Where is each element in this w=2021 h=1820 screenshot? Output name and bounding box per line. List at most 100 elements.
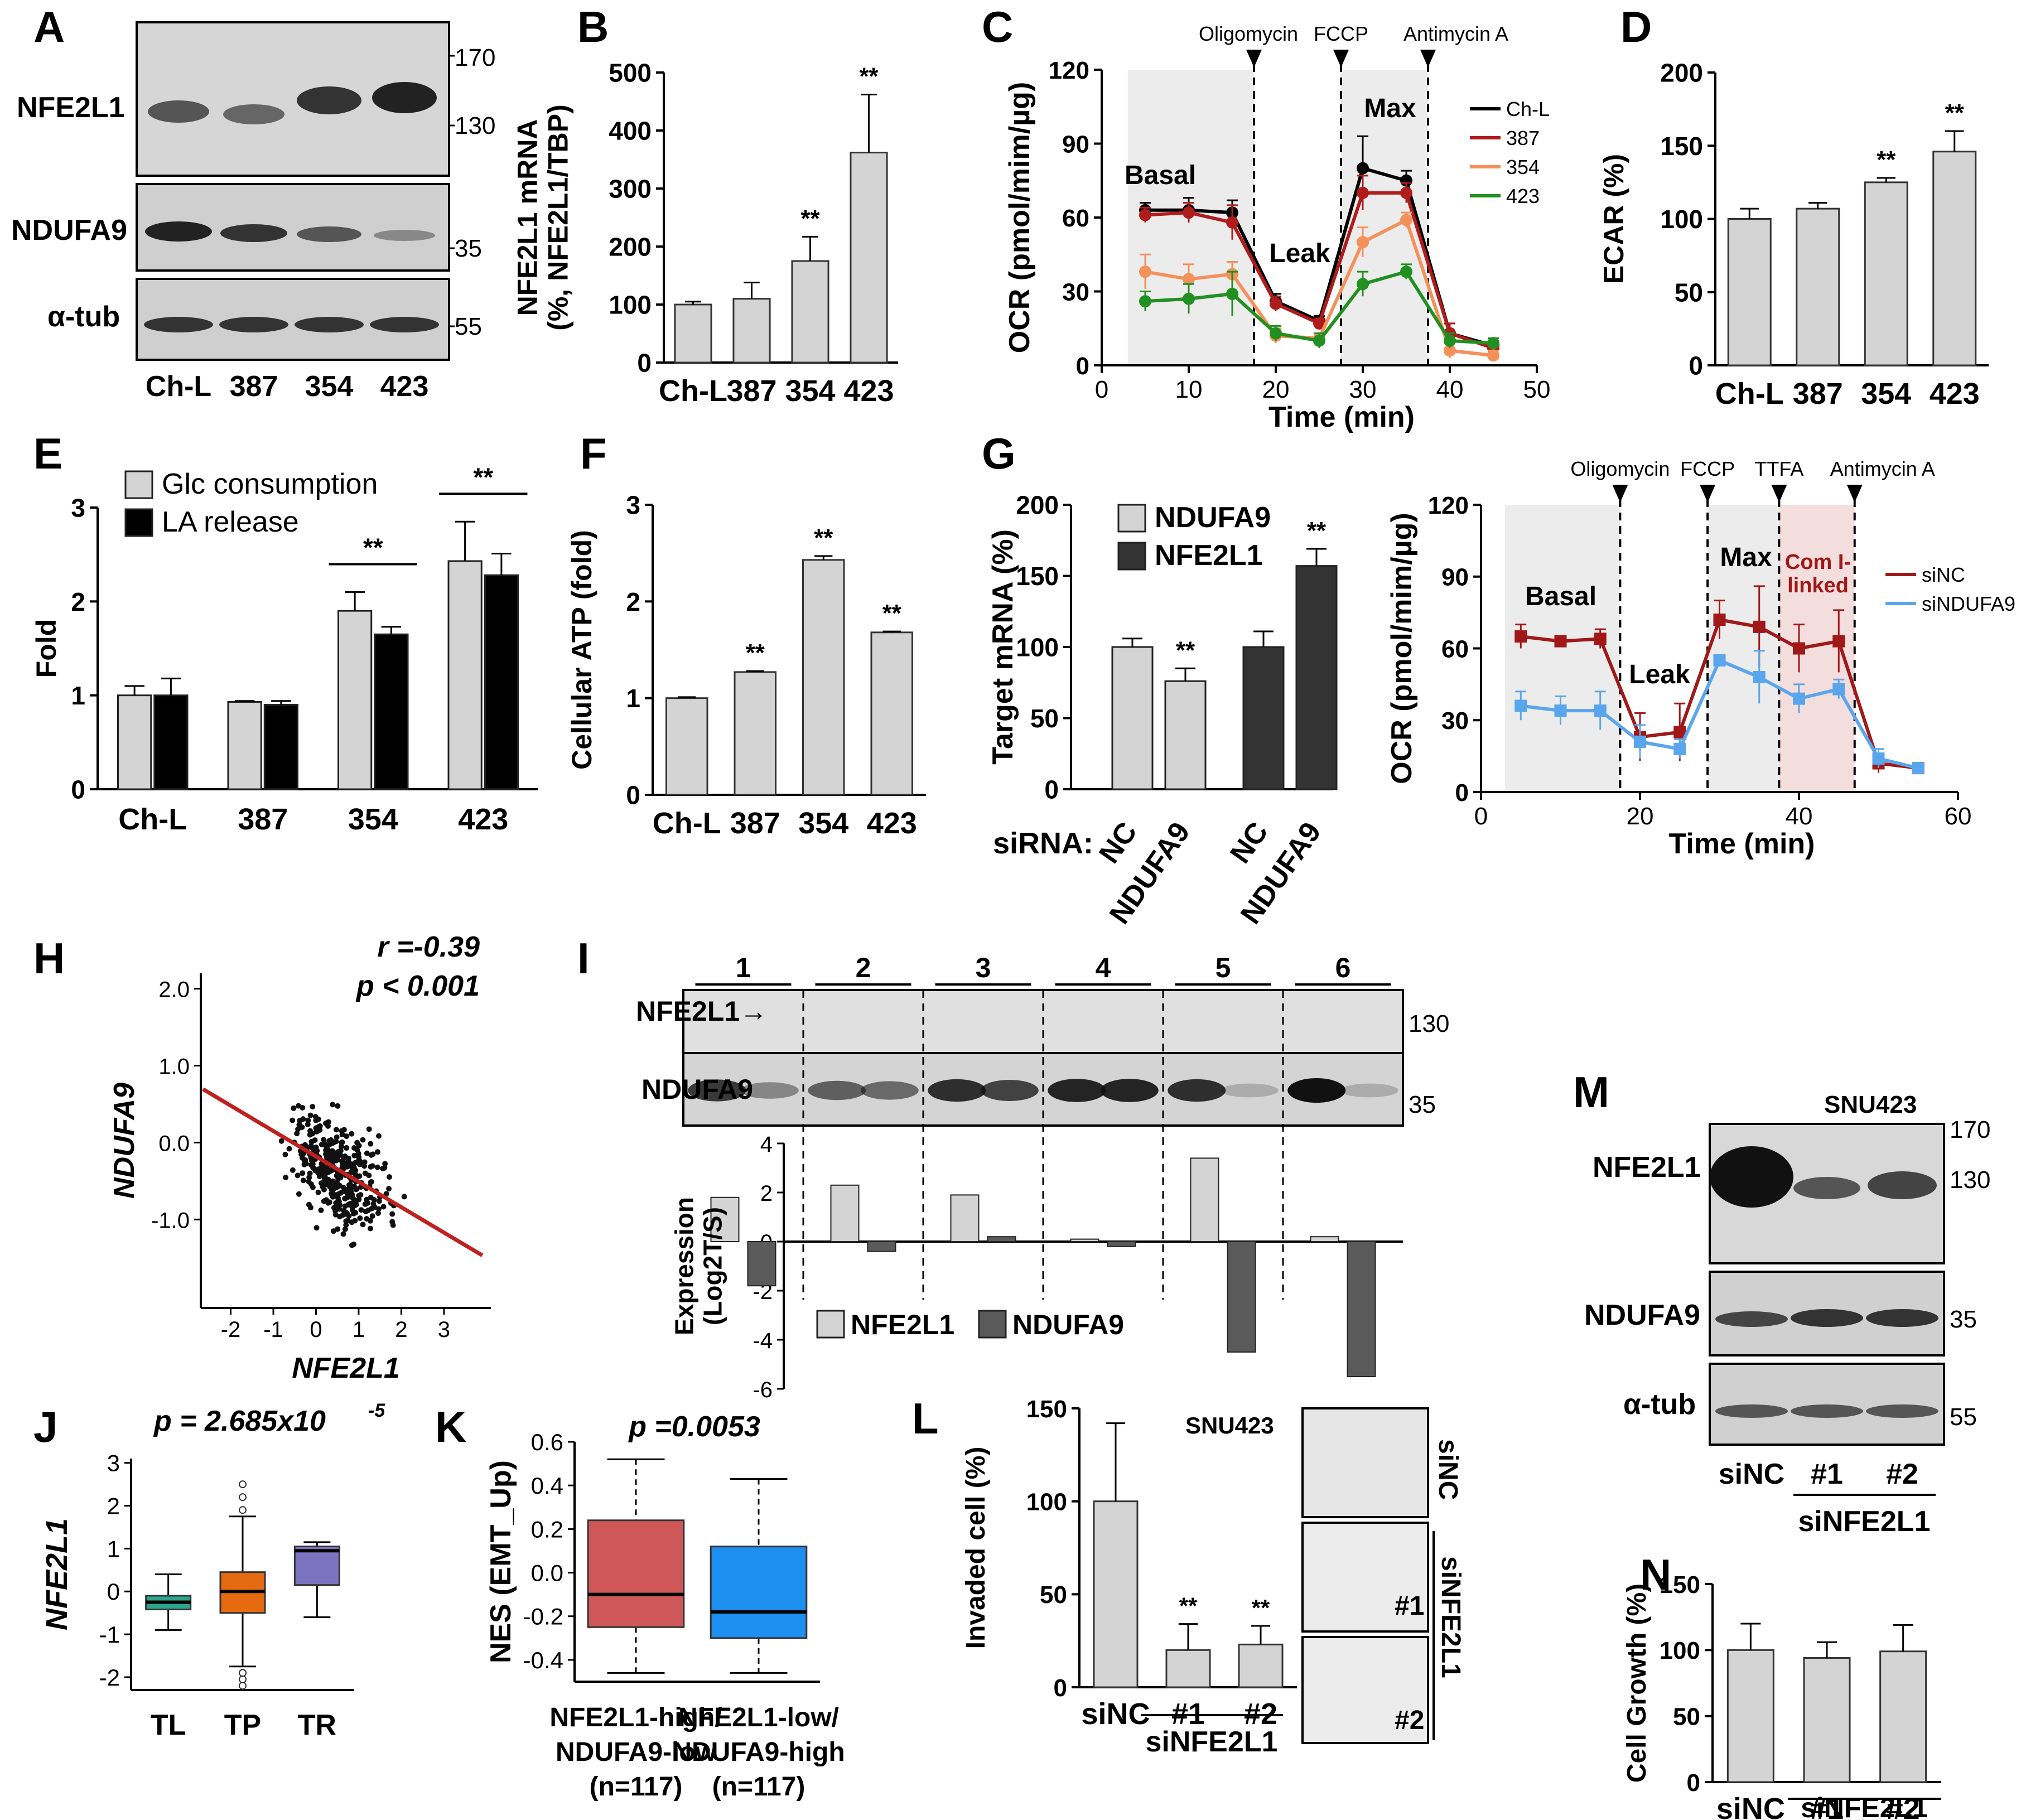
y-tick-label: 2.0 bbox=[158, 978, 190, 1002]
band bbox=[1168, 1079, 1226, 1102]
chart-title: p =0.0053 bbox=[628, 1411, 760, 1443]
y-tick-label: -2 bbox=[99, 1664, 120, 1691]
y-tick-label: 30 bbox=[1062, 278, 1089, 306]
scatter-point bbox=[345, 1156, 351, 1162]
band bbox=[297, 86, 361, 114]
mw-marker: 170 bbox=[455, 44, 495, 71]
panel-c-label: C bbox=[982, 2, 1013, 51]
legend-label: Ch-L bbox=[1506, 98, 1550, 120]
data-point bbox=[1554, 635, 1567, 648]
invasion-image-tag: #2 bbox=[1395, 1706, 1424, 1735]
scatter-point bbox=[325, 1200, 331, 1206]
blot-a-lane-label: Ch-L bbox=[146, 370, 211, 403]
scatter-point bbox=[324, 1143, 330, 1149]
y-tick-label: 3 bbox=[71, 494, 85, 523]
panel-h-label: H bbox=[33, 934, 65, 983]
y-tick-label: 50 bbox=[1675, 278, 1703, 307]
y-tick-label: 90 bbox=[1062, 131, 1089, 158]
scatter-point bbox=[370, 1201, 377, 1207]
significance-marker: ** bbox=[882, 600, 901, 627]
data-point bbox=[1753, 620, 1766, 633]
scatter-point bbox=[335, 1103, 341, 1109]
scatter-point bbox=[318, 1207, 324, 1213]
x-tick-label: TL bbox=[151, 1709, 186, 1741]
phase-annotation: Basal bbox=[1525, 582, 1596, 611]
x-tick-label: 423 bbox=[458, 803, 508, 836]
data-point bbox=[1270, 327, 1282, 340]
bar bbox=[484, 574, 519, 790]
bar bbox=[374, 633, 409, 790]
scatter-point bbox=[315, 1189, 321, 1195]
scatter-point bbox=[300, 1170, 306, 1176]
data-point bbox=[1226, 216, 1238, 229]
invasion-image-tag: #1 bbox=[1395, 1591, 1424, 1621]
scatter-point bbox=[302, 1157, 308, 1163]
scatter-point bbox=[330, 1228, 336, 1234]
scatter-point bbox=[351, 1152, 358, 1158]
data-point bbox=[1634, 735, 1646, 748]
scatter-point bbox=[306, 1175, 312, 1181]
stat-label: p < 0.001 bbox=[355, 970, 480, 1002]
legend-swatch bbox=[978, 1310, 1007, 1339]
scatter-point bbox=[308, 1181, 314, 1187]
x-tick-label: TP bbox=[224, 1709, 261, 1741]
scatter-point bbox=[300, 1104, 306, 1111]
injection-arrow bbox=[1333, 50, 1349, 67]
y-tick-label: 120 bbox=[1428, 492, 1469, 519]
data-point bbox=[1514, 630, 1527, 643]
panel-g-label: G bbox=[982, 429, 1016, 478]
x-tick-label: 30 bbox=[1349, 376, 1377, 403]
panel-a: A NFE2L1 NDUFA9 α-tub Ch-L 387 354 423 1… bbox=[11, 2, 495, 403]
x-tick-label: 354 bbox=[1861, 377, 1911, 411]
bar bbox=[665, 697, 708, 796]
data-point bbox=[1400, 265, 1412, 278]
legend-label: NDUFA9 bbox=[1012, 1309, 1124, 1340]
legend-swatch bbox=[1117, 504, 1146, 533]
scatter-point bbox=[324, 1155, 330, 1161]
scatter-point bbox=[305, 1117, 311, 1123]
blot-a-row-label: α-tub bbox=[47, 301, 120, 333]
scatter-point bbox=[401, 1194, 407, 1200]
scatter-point bbox=[356, 1173, 363, 1179]
scatter-point bbox=[321, 1175, 327, 1181]
scatter-point bbox=[357, 1215, 363, 1222]
mw-marker: 55 bbox=[1950, 1403, 1977, 1431]
y-axis-label: Invaded cell (%) bbox=[961, 1447, 991, 1649]
scatter-point bbox=[374, 1164, 380, 1170]
y-tick-label: 4 bbox=[760, 1132, 773, 1157]
blot-a-lane-label: 354 bbox=[305, 370, 354, 403]
scatter-point bbox=[321, 1186, 327, 1193]
legend-swatch bbox=[1117, 542, 1146, 571]
band bbox=[148, 100, 209, 123]
bar bbox=[734, 671, 776, 796]
y-tick-label: 50 bbox=[1030, 704, 1059, 733]
x-tick-label: 20 bbox=[1262, 376, 1290, 403]
significance-marker: ** bbox=[473, 462, 493, 491]
y-tick-label: 50 bbox=[1673, 1703, 1700, 1731]
x-tick-label: NDUFA9-low bbox=[556, 1737, 717, 1767]
significance-marker: ** bbox=[859, 63, 878, 90]
y-tick-label: 500 bbox=[609, 59, 652, 88]
y-tick-label: 50 bbox=[1040, 1581, 1067, 1609]
y-axis-label: Cellular ATP (fold) bbox=[566, 530, 597, 770]
mw-marker: 130 bbox=[1950, 1166, 1990, 1194]
group-label: siNFE2L1 bbox=[1146, 1726, 1278, 1758]
panel-a-label: A bbox=[33, 2, 65, 51]
legend-label: 387 bbox=[1506, 127, 1540, 149]
y-tick-label: 100 bbox=[1016, 633, 1059, 662]
x-tick-label: 423 bbox=[843, 374, 894, 408]
scatter-point bbox=[353, 1186, 359, 1193]
y-tick-label: 0 bbox=[1054, 1674, 1067, 1702]
scatter-point bbox=[315, 1117, 321, 1123]
box bbox=[710, 1546, 808, 1639]
scatter-point bbox=[339, 1128, 345, 1134]
data-point bbox=[1872, 752, 1885, 765]
bar bbox=[1803, 1657, 1851, 1783]
scatter-point bbox=[327, 1184, 333, 1190]
scatter-point bbox=[295, 1126, 301, 1132]
scatter-point bbox=[295, 1172, 301, 1179]
data-point bbox=[1313, 317, 1325, 330]
x-tick-label: 423 bbox=[1930, 377, 1980, 411]
scatter-point bbox=[290, 1117, 296, 1123]
x-tick-label: 0 bbox=[1474, 803, 1488, 830]
